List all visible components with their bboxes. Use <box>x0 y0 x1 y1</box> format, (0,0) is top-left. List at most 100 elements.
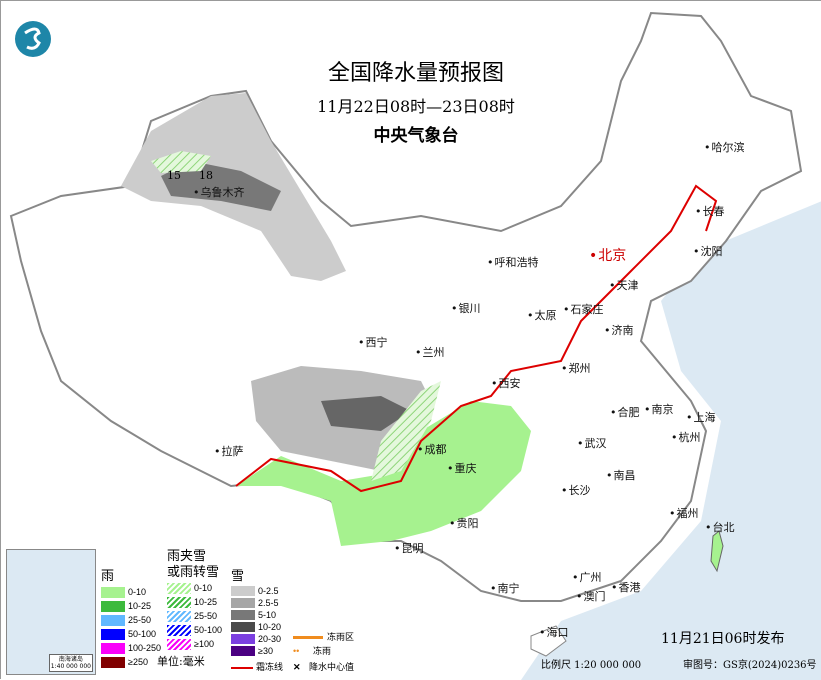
legend-swatch <box>101 628 125 640</box>
city-label: 沈阳 <box>693 245 723 258</box>
legend-item: 0-10 <box>101 585 161 599</box>
precip-center-value: 15 <box>167 169 181 182</box>
city-label: 澳门 <box>576 590 606 603</box>
legend-label: 25-50 <box>128 615 152 625</box>
legend-label: 5-10 <box>258 610 277 620</box>
city-label: 西安 <box>491 377 521 390</box>
frost-line-icon <box>231 661 253 669</box>
forecast-period: 11月22日08时—23日08时 <box>317 97 515 116</box>
legend-item: 50-100 <box>167 623 222 637</box>
legend-sleet: 雨夹雪 或雨转雪 0-10 10-25 25-50 50-100 ≥100 <box>167 549 223 650</box>
legend-swatch <box>231 646 255 656</box>
legend-swatch <box>167 596 191 608</box>
legend-item: 20-30 <box>231 633 281 645</box>
city-label: 上海 <box>686 411 716 424</box>
legend-swatch <box>101 600 125 612</box>
legend-item: 25-50 <box>167 609 222 623</box>
city-label: 济南 <box>604 324 634 337</box>
city-label: 杭州 <box>671 431 701 444</box>
city-label: 乌鲁木齐 <box>193 186 245 199</box>
legend-item: 5-10 <box>231 609 281 621</box>
issue-time: 11月21日06时发布 <box>661 631 785 647</box>
map-title-block: 全国降水量预报图 11月22日08时—23日08时 中央气象台 <box>301 55 531 146</box>
snow-heavy-tibet <box>321 396 411 431</box>
legend-center-value: ✕ 降水中心值 <box>293 662 355 672</box>
legend-item: 2.5-5 <box>231 597 281 609</box>
legend-item: 10-25 <box>167 595 222 609</box>
city-label: 福州 <box>669 507 699 520</box>
legend-item: ≥250 <box>101 655 161 669</box>
legend-label: 50-100 <box>128 629 157 639</box>
legend-label: ≥250 <box>128 657 148 667</box>
rain-area-southwest <box>236 401 531 546</box>
legend-swatch <box>231 598 255 608</box>
legend-item: 10-20 <box>231 621 281 633</box>
legend-swatch <box>167 638 191 650</box>
legend-label: 50-100 <box>194 625 223 635</box>
legend-label: 10-25 <box>194 597 218 607</box>
legend-rain: 雨 0-10 10-25 25-50 50-100 100-250 ≥250 <box>101 569 162 669</box>
legend-freezing-rain: •• 冻雨 <box>293 646 332 656</box>
city-label: 北京 <box>589 248 626 264</box>
city-label: 武汉 <box>577 437 607 450</box>
legend-label: ≥100 <box>194 639 214 649</box>
legend-swatch <box>101 586 125 598</box>
legend-swatch <box>167 624 191 636</box>
legend-swatch <box>231 622 255 632</box>
legend-label: 0-10 <box>194 583 213 593</box>
city-label: 重庆 <box>447 462 477 475</box>
city-label: 西宁 <box>358 336 388 349</box>
legend-swatch <box>167 610 191 622</box>
south-china-sea-inset: 南海诸岛 1:40 000 000 <box>6 549 96 675</box>
legend-label: 2.5-5 <box>258 598 279 608</box>
map-review-number: 审图号：GS京(2024)0236号 <box>683 660 817 671</box>
legend-swatch <box>231 586 255 596</box>
city-label: 长沙 <box>561 484 591 497</box>
legend-label: 25-50 <box>194 611 218 621</box>
legend-swatch <box>231 634 255 644</box>
legend-swatch <box>101 614 125 626</box>
city-label: 贵阳 <box>449 517 479 530</box>
sea <box>521 201 821 680</box>
legend-frost-line: 霜冻线 <box>231 661 283 673</box>
legend-snow: 雪 0-2.5 2.5-5 5-10 10-20 20-30 ≥30 <box>231 569 282 657</box>
frost-line-main <box>235 184 718 493</box>
legend-item: 0-2.5 <box>231 585 281 597</box>
city-label: 长春 <box>695 205 725 218</box>
cma-logo-icon <box>15 21 51 57</box>
city-label: 郑州 <box>561 362 591 375</box>
legend-item: ≥30 <box>231 645 281 657</box>
x-mark-icon: ✕ <box>293 662 301 672</box>
legend-label: 0-10 <box>128 587 147 597</box>
precip-center-value: 18 <box>199 169 213 182</box>
legend-item: 0-10 <box>167 581 222 595</box>
legend-label: 10-20 <box>258 622 282 632</box>
legend-label: 10-25 <box>128 601 152 611</box>
city-label: 哈尔滨 <box>704 141 745 154</box>
orange-line-icon <box>293 635 323 639</box>
city-label: 成都 <box>417 443 447 456</box>
legend-swatch <box>231 610 255 620</box>
legend-swatch <box>101 642 125 654</box>
agency-name: 中央气象台 <box>373 126 459 146</box>
city-label: 天津 <box>609 279 639 292</box>
legend-label: ≥30 <box>258 646 273 656</box>
dots-icon: •• <box>293 646 300 656</box>
map-title: 全国降水量预报图 <box>327 61 504 86</box>
city-label: 南京 <box>644 403 674 416</box>
inset-caption: 南海诸岛 1:40 000 000 <box>48 654 93 672</box>
city-label: 拉萨 <box>214 445 244 458</box>
city-label: 兰州 <box>415 346 445 359</box>
city-label: 太原 <box>527 309 557 322</box>
legend-freezing-rain-area: 冻雨区 <box>293 631 354 643</box>
legend-label: 0-2.5 <box>258 586 279 596</box>
city-label: 呼和浩特 <box>487 256 539 269</box>
legend-item: 25-50 <box>101 613 161 627</box>
city-label: 香港 <box>611 581 641 594</box>
city-label: 银川 <box>451 302 481 315</box>
city-label: 广州 <box>572 571 602 584</box>
city-label: 合肥 <box>610 406 640 419</box>
legend-item: 10-25 <box>101 599 161 613</box>
sleet-area-north-xinjiang <box>151 151 211 173</box>
